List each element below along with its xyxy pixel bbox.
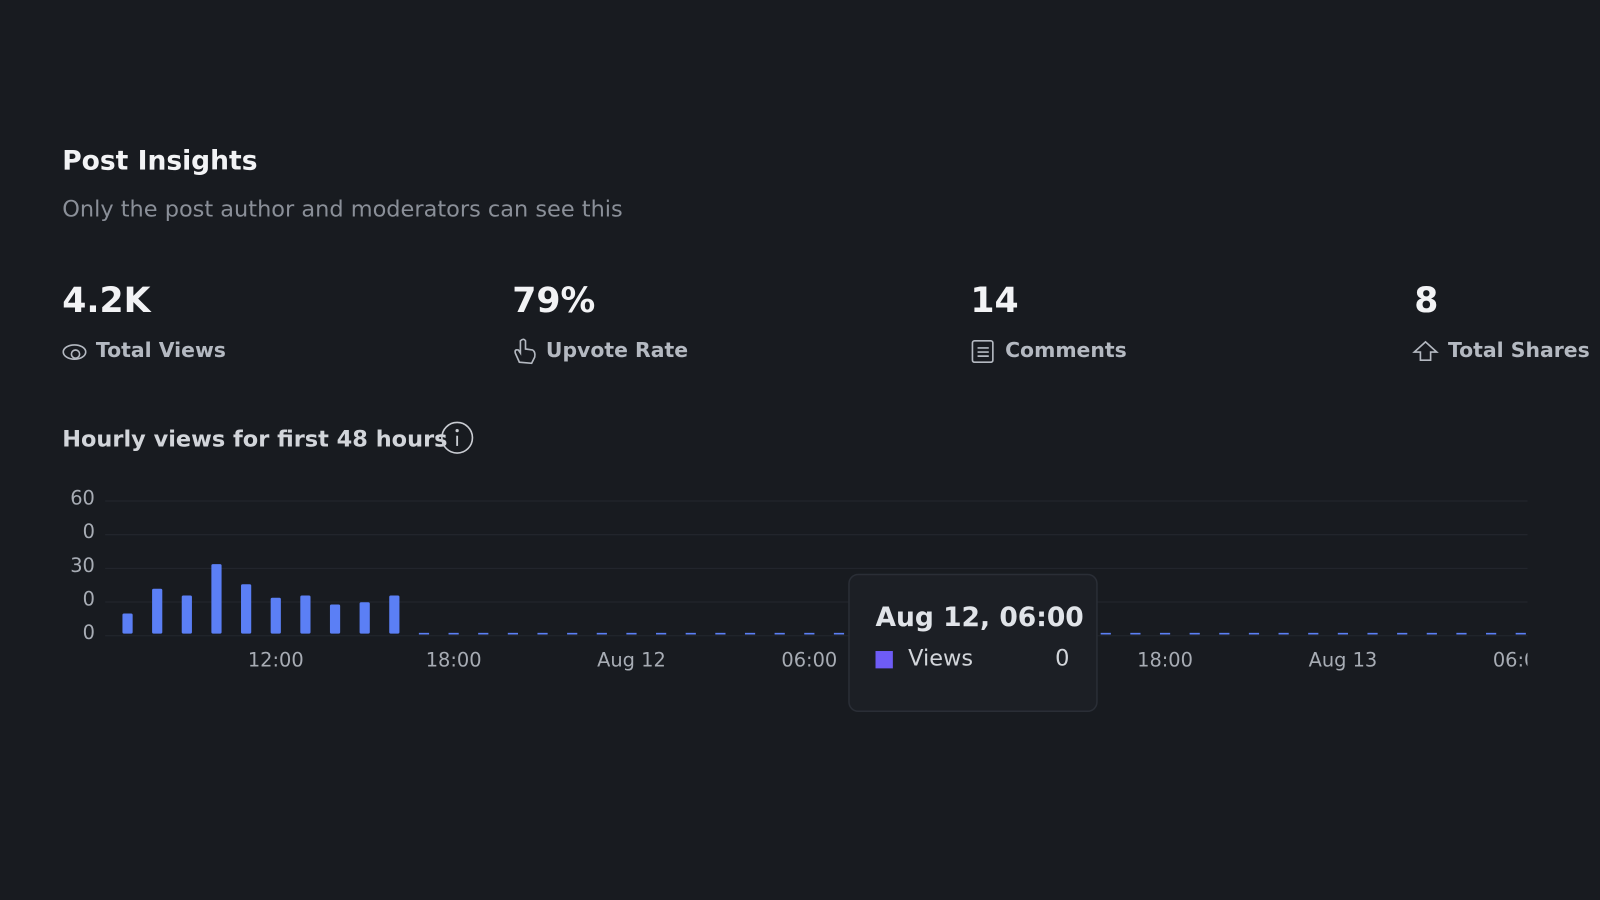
stat-label: Total Shares <box>1448 338 1590 362</box>
bar <box>359 602 370 634</box>
bar <box>122 613 133 634</box>
info-icon[interactable] <box>441 421 474 454</box>
y-tick-label: 30 <box>70 554 95 577</box>
x-tick-label: 12:00 <box>248 649 304 672</box>
bar <box>300 595 311 634</box>
x-tick-label: 18:00 <box>426 649 482 672</box>
stat-value: 14 <box>970 281 1018 321</box>
y-tick-label: 0 <box>83 520 95 543</box>
stat-value: 4.2K <box>62 281 151 321</box>
tooltip-swatch <box>875 651 893 669</box>
tooltip: Aug 12, 06:00 Views 0 <box>848 573 1098 712</box>
tooltip-value: 0 <box>1055 646 1069 672</box>
share-icon <box>1412 340 1439 362</box>
y-tick-label: 0 <box>83 621 95 644</box>
bar <box>329 604 341 634</box>
panel-subtitle: Only the post author and moderators can … <box>62 197 622 223</box>
x-tick-label: Aug 13 <box>1309 649 1378 672</box>
bar <box>152 588 163 634</box>
bar <box>181 595 192 634</box>
stat-label: Comments <box>1005 338 1127 362</box>
bar <box>389 595 400 634</box>
plot-area: 60 0 30 0 0 12:00 18:00 Aug 12 06:00 18:00 Aug 13 0… <box>70 486 1549 672</box>
tooltip-series: Views <box>908 646 973 672</box>
hand-icon <box>514 338 536 365</box>
x-tick-label: 06:00 <box>1493 649 1549 672</box>
bar <box>211 564 222 634</box>
bar <box>241 584 252 634</box>
stat-label: Total Views <box>96 338 226 362</box>
chart-title: Hourly views for first 48 hours <box>62 426 447 452</box>
stat-value: 79% <box>512 281 595 321</box>
x-tick-label: 18:00 <box>1137 649 1193 672</box>
eye-icon <box>62 344 87 360</box>
tooltip-title: Aug 12, 06:00 <box>876 602 1084 633</box>
tooltip-box <box>848 573 1098 712</box>
panel-title: Post Insights <box>62 146 257 177</box>
bar <box>270 597 281 634</box>
y-tick-label: 60 <box>70 486 95 509</box>
stat-value: 8 <box>1414 281 1438 321</box>
x-tick-label: Aug 12 <box>597 649 666 672</box>
x-tick-label: 06:00 <box>781 649 837 672</box>
y-tick-label: 0 <box>83 588 95 611</box>
comments-icon <box>971 340 994 364</box>
stat-label: Upvote Rate <box>546 338 688 362</box>
